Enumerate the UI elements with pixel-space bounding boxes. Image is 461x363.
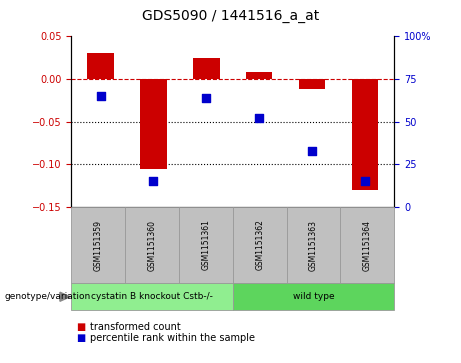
Text: genotype/variation: genotype/variation	[5, 292, 91, 301]
Point	[361, 178, 369, 184]
Point	[308, 148, 316, 154]
Text: GSM1151360: GSM1151360	[148, 220, 157, 270]
Text: wild type: wild type	[293, 292, 334, 301]
Text: GSM1151359: GSM1151359	[94, 220, 103, 270]
Point	[97, 93, 104, 99]
Bar	[140, 79, 167, 168]
Text: GSM1151364: GSM1151364	[363, 220, 372, 270]
Point	[203, 95, 210, 101]
Text: GDS5090 / 1441516_a_at: GDS5090 / 1441516_a_at	[142, 9, 319, 23]
Bar	[87, 53, 114, 79]
Bar	[352, 79, 378, 190]
Point	[255, 115, 263, 121]
Bar	[246, 72, 272, 79]
Text: transformed count: transformed count	[90, 322, 181, 332]
Text: GSM1151361: GSM1151361	[201, 220, 210, 270]
Text: cystatin B knockout Cstb-/-: cystatin B knockout Cstb-/-	[91, 292, 213, 301]
Point	[150, 178, 157, 184]
Text: GSM1151362: GSM1151362	[255, 220, 264, 270]
Text: ■: ■	[76, 333, 85, 343]
Bar	[299, 79, 325, 89]
Text: ■: ■	[76, 322, 85, 332]
Bar	[193, 58, 219, 79]
Text: GSM1151363: GSM1151363	[309, 220, 318, 270]
Text: percentile rank within the sample: percentile rank within the sample	[90, 333, 255, 343]
